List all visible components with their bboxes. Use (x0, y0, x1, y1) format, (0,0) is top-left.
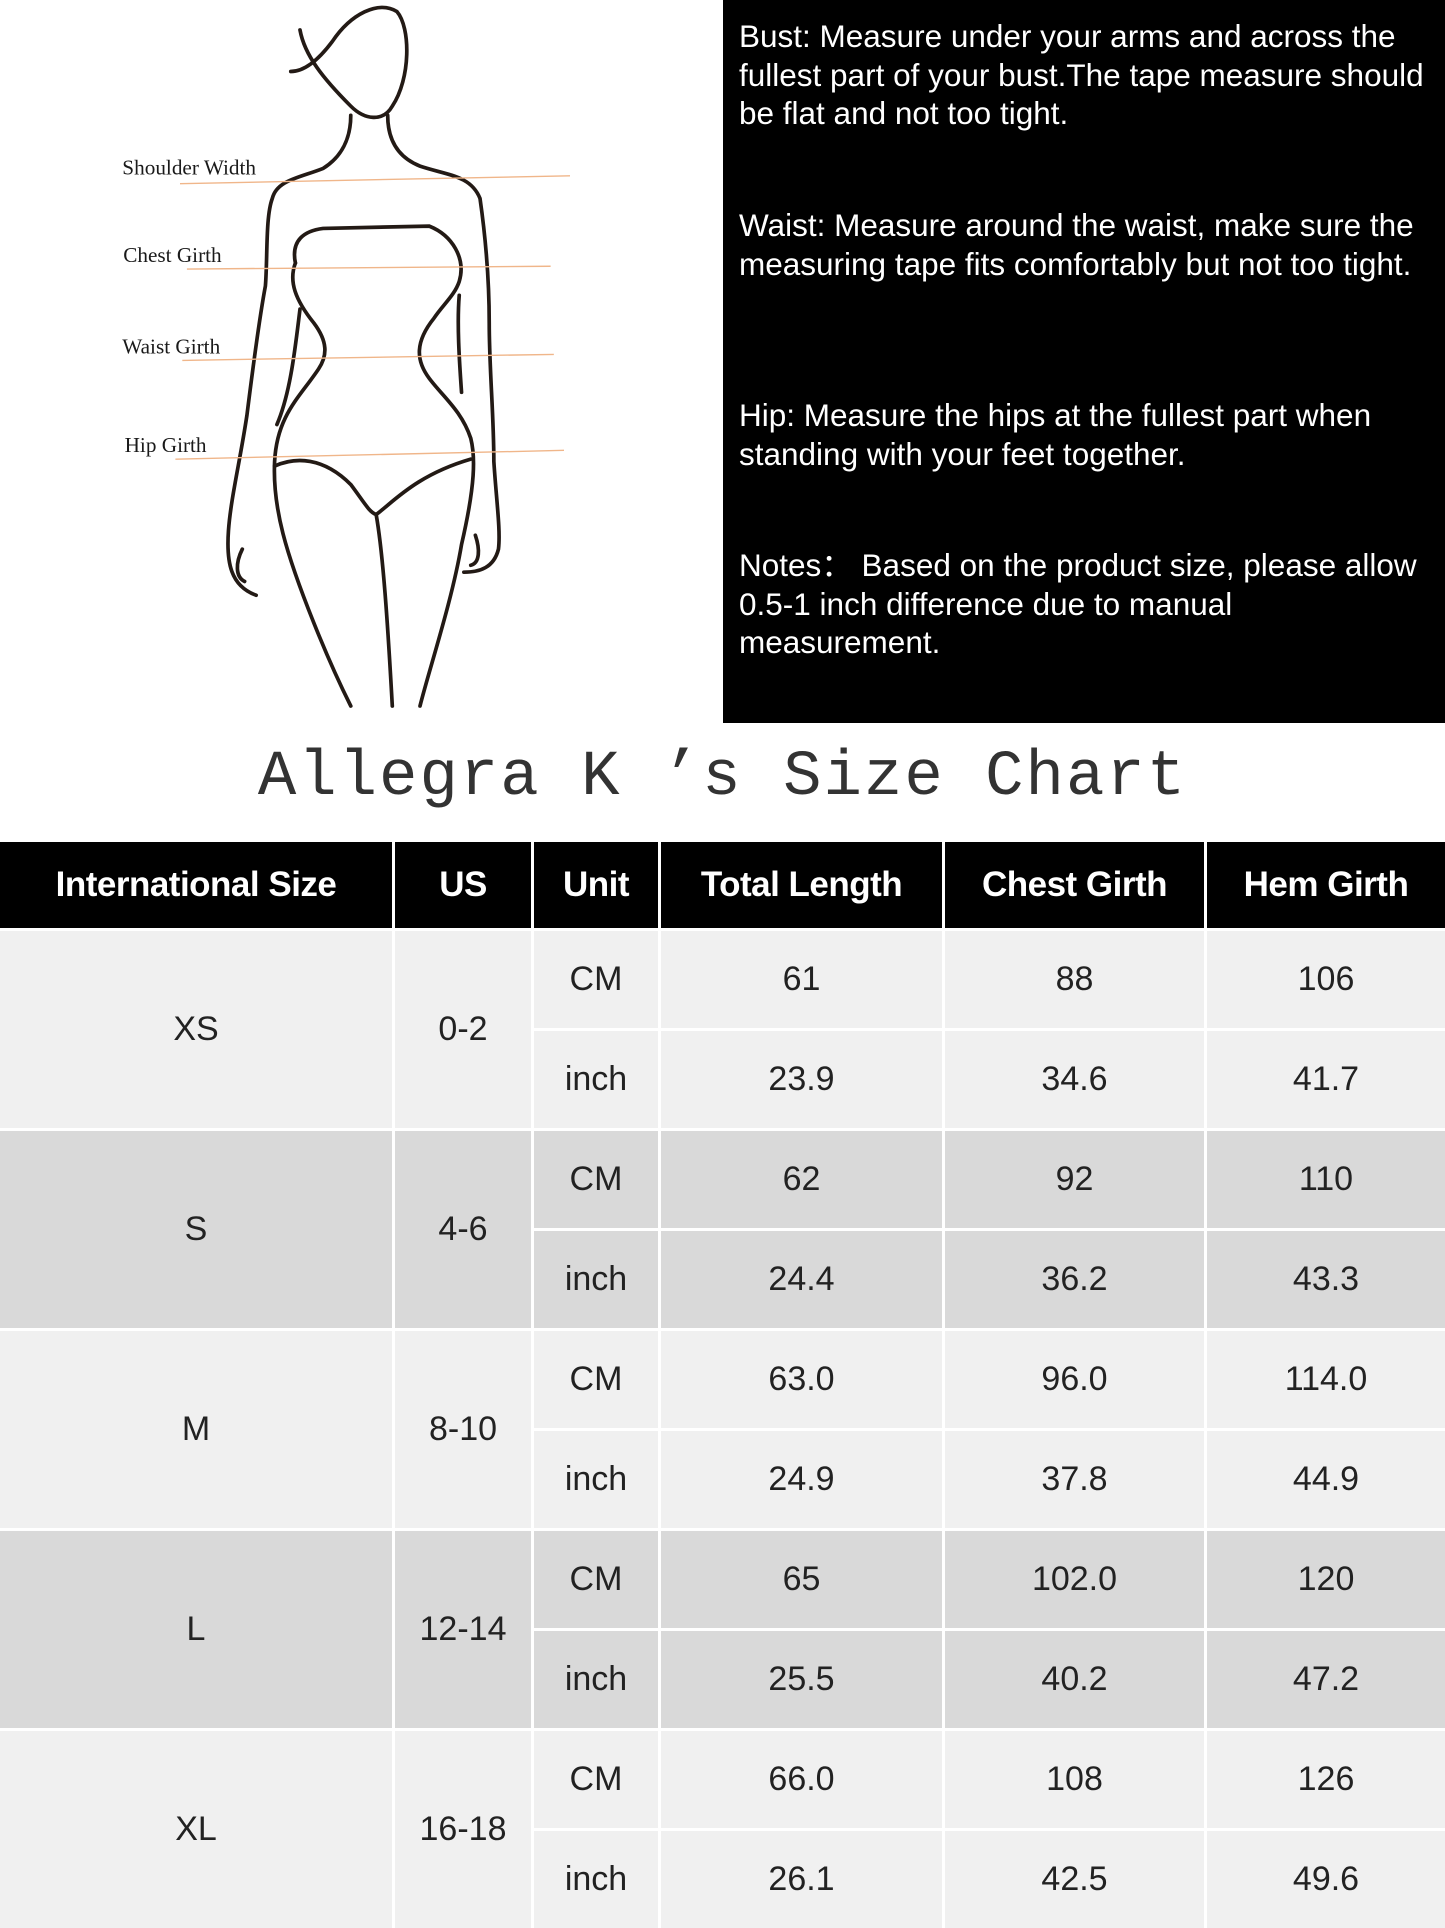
cell-chest-girth: 34.6 (945, 1031, 1204, 1128)
cell-total-length: 61 (661, 931, 942, 1028)
header-hem-girth: Hem Girth (1207, 842, 1445, 928)
notes-instruction: Notes： Based on the product size, please… (739, 547, 1417, 660)
size-chart-table: International Size US Unit Total Length … (0, 842, 1445, 1928)
cell-unit: CM (534, 1331, 658, 1428)
label-shoulder-width: Shoulder Width (122, 155, 256, 179)
hip-instruction: Hip: Measure the hips at the fullest par… (739, 397, 1372, 472)
cell-unit: CM (534, 1131, 658, 1228)
cell-total-length: 26.1 (661, 1831, 942, 1928)
cell-hem-girth: 126 (1207, 1731, 1445, 1828)
waist-line (182, 353, 554, 362)
measuring-instructions: Bust: Measure under your arms and across… (723, 0, 1445, 723)
cell-total-length: 24.4 (661, 1231, 942, 1328)
cell-hem-girth: 110 (1207, 1131, 1445, 1228)
label-chest-girth: Chest Girth (123, 243, 222, 267)
cell-hem-girth: 49.6 (1207, 1831, 1445, 1928)
cell-total-length: 25.5 (661, 1631, 942, 1728)
cell-international-size: S (0, 1131, 392, 1328)
header-unit: Unit (534, 842, 658, 928)
shoulder-line (179, 175, 571, 185)
cell-hem-girth: 106 (1207, 931, 1445, 1028)
size-chart-title: Allegra K ’s Size Chart (257, 742, 1188, 814)
cell-unit: inch (534, 1631, 658, 1728)
body-measurement-figure: Shoulder Width Chest Girth Waist Girth H… (122, 5, 571, 708)
label-waist-girth: Waist Girth (122, 334, 220, 358)
cell-hem-girth: 44.9 (1207, 1431, 1445, 1528)
cell-international-size: L (0, 1531, 392, 1728)
header-total-length: Total Length (661, 842, 942, 928)
cell-hem-girth: 114.0 (1207, 1331, 1445, 1428)
cell-total-length: 62 (661, 1131, 942, 1228)
cell-us-size: 16-18 (395, 1731, 531, 1928)
header-chest-girth: Chest Girth (945, 842, 1204, 928)
bust-instruction: Bust: Measure under your arms and across… (739, 18, 1424, 131)
waist-instruction: Waist: Measure around the waist, make su… (739, 207, 1414, 282)
cell-hem-girth: 120 (1207, 1531, 1445, 1628)
cell-unit: inch (534, 1431, 658, 1528)
cell-total-length: 63.0 (661, 1331, 942, 1428)
measurement-lines (175, 175, 571, 460)
cell-total-length: 65 (661, 1531, 942, 1628)
cell-unit: inch (534, 1231, 658, 1328)
cell-chest-girth: 102.0 (945, 1531, 1204, 1628)
cell-total-length: 66.0 (661, 1731, 942, 1828)
header-international-size: International Size (0, 842, 392, 928)
cell-international-size: M (0, 1331, 392, 1528)
cell-us-size: 4-6 (395, 1131, 531, 1328)
cell-us-size: 12-14 (395, 1531, 531, 1728)
hip-line (175, 449, 565, 460)
cell-international-size: XS (0, 931, 392, 1128)
cell-international-size: XL (0, 1731, 392, 1928)
cell-chest-girth: 108 (945, 1731, 1204, 1828)
cell-unit: CM (534, 1531, 658, 1628)
cell-unit: inch (534, 1031, 658, 1128)
cell-unit: inch (534, 1831, 658, 1928)
body-outline (226, 5, 501, 708)
cell-chest-girth: 42.5 (945, 1831, 1204, 1928)
cell-chest-girth: 40.2 (945, 1631, 1204, 1728)
cell-chest-girth: 96.0 (945, 1331, 1204, 1428)
cell-hem-girth: 43.3 (1207, 1231, 1445, 1328)
cell-unit: CM (534, 1731, 658, 1828)
cell-chest-girth: 37.8 (945, 1431, 1204, 1528)
cell-chest-girth: 36.2 (945, 1231, 1204, 1328)
cell-unit: CM (534, 931, 658, 1028)
header-us: US (395, 842, 531, 928)
cell-hem-girth: 41.7 (1207, 1031, 1445, 1128)
cell-chest-girth: 92 (945, 1131, 1204, 1228)
cell-us-size: 0-2 (395, 931, 531, 1128)
cell-total-length: 24.9 (661, 1431, 942, 1528)
cell-chest-girth: 88 (945, 931, 1204, 1028)
chest-line (186, 265, 551, 270)
cell-total-length: 23.9 (661, 1031, 942, 1128)
cell-us-size: 8-10 (395, 1331, 531, 1528)
label-hip-girth: Hip Girth (125, 433, 207, 457)
cell-hem-girth: 47.2 (1207, 1631, 1445, 1728)
